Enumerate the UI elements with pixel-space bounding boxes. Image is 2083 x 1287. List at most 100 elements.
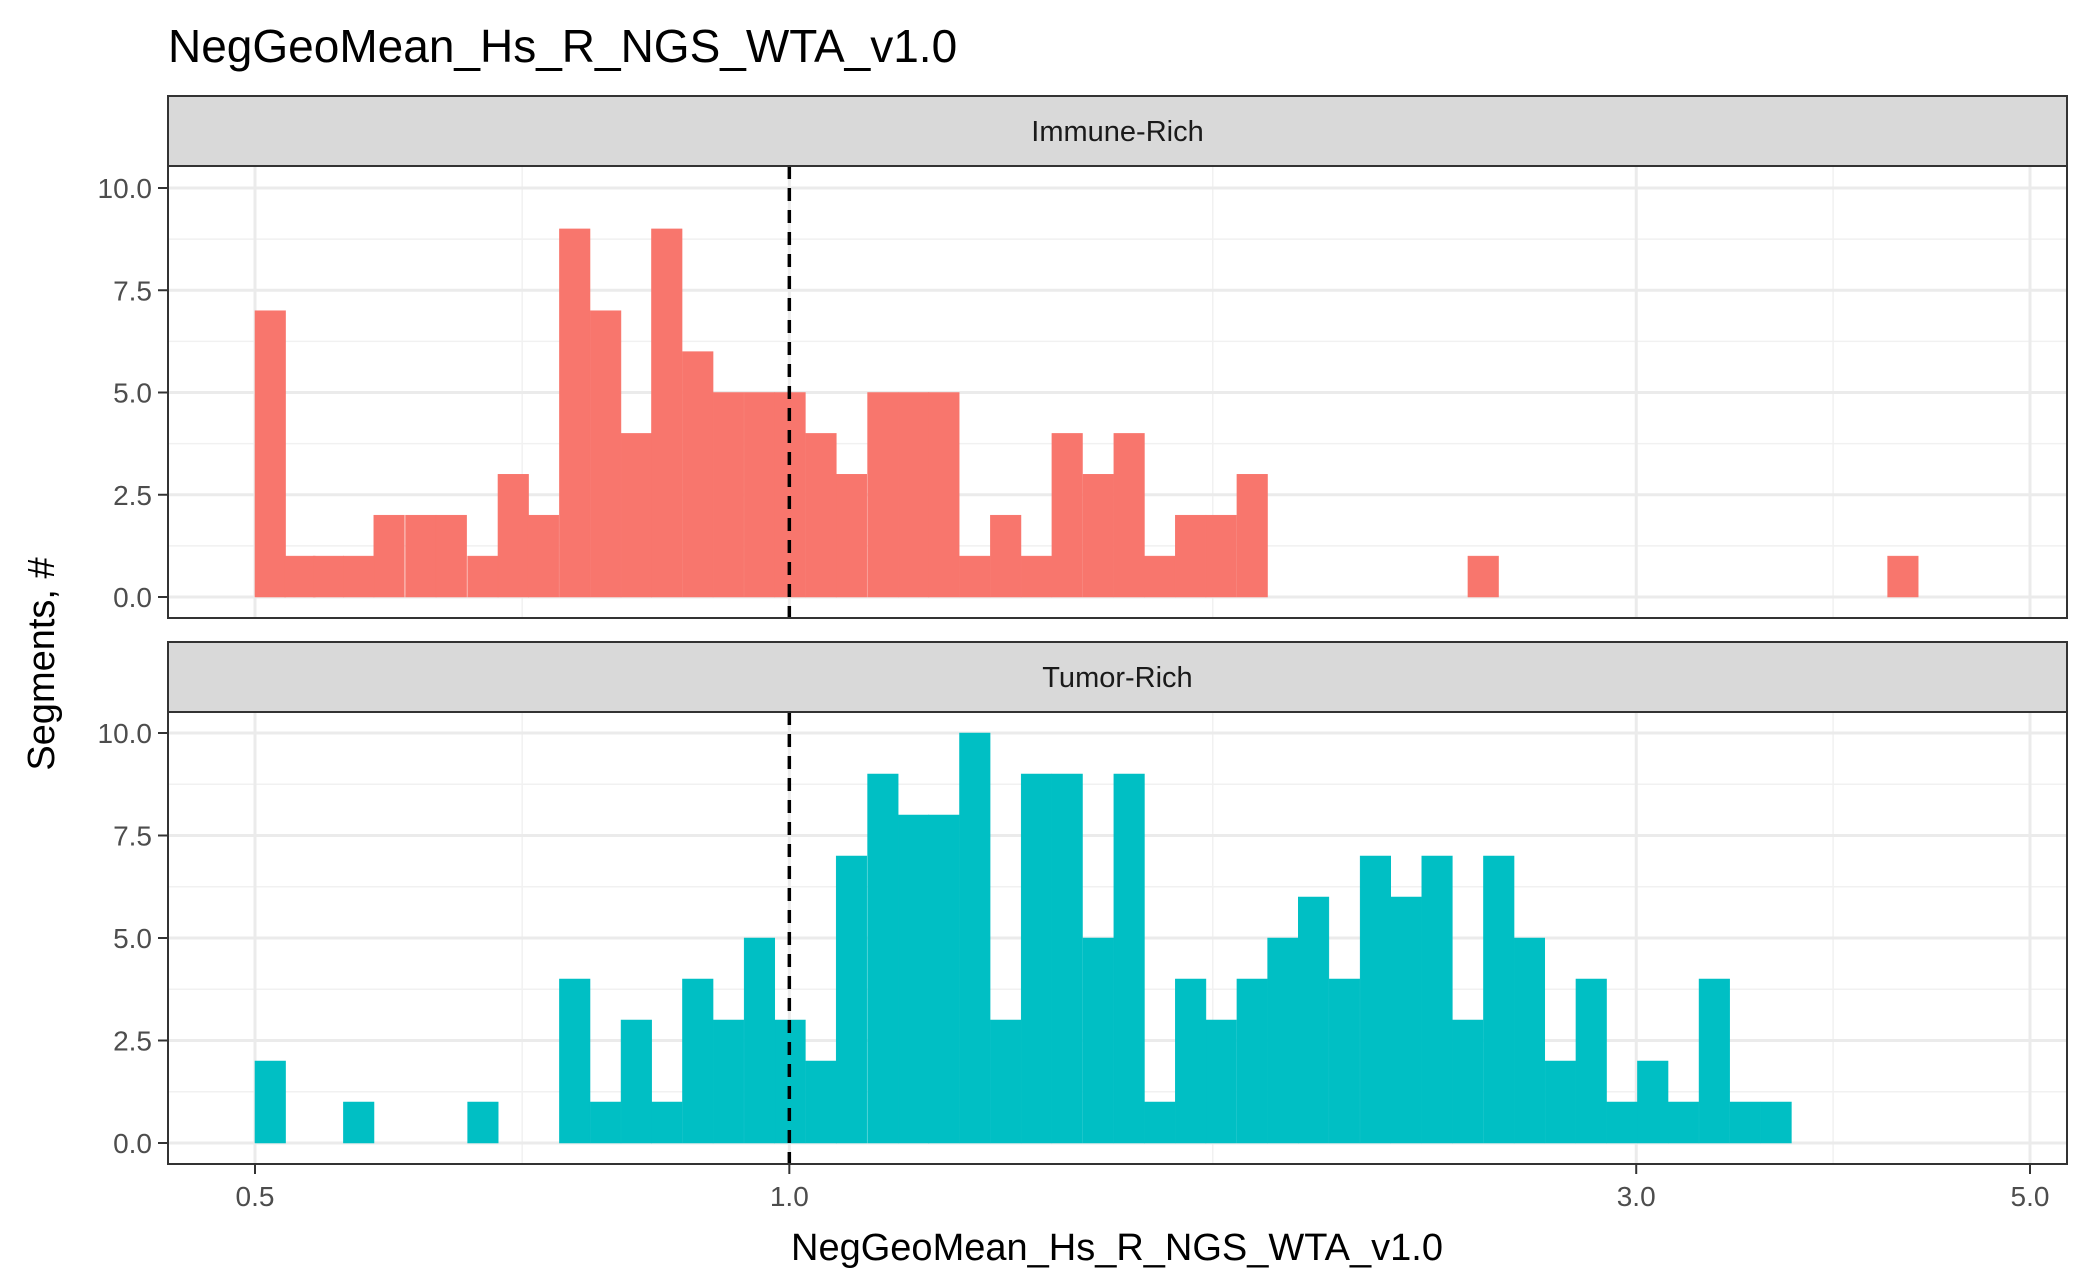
x-tick-label: 1.0 (770, 1181, 809, 1212)
histogram-bar (1637, 1060, 1669, 1144)
histogram-bar (527, 514, 560, 598)
histogram-bar (928, 392, 960, 598)
histogram-bar (1082, 937, 1114, 1144)
histogram-bar (1298, 896, 1330, 1144)
facet-panel-immune-rich: Immune-Rich 0.0 2.5 5.0 7.5 10.0 (98, 95, 2068, 619)
histogram-bar (1082, 474, 1114, 598)
chart-title: NegGeoMean_Hs_R_NGS_WTA_v1.0 (168, 20, 957, 72)
histogram-bar (1467, 555, 1499, 598)
histogram-bar (928, 814, 960, 1144)
histogram-bar (1020, 773, 1053, 1144)
histogram-bar (835, 855, 868, 1144)
histogram-bar (959, 555, 991, 598)
histogram-bar (284, 555, 316, 598)
histogram-bar (898, 392, 930, 598)
histogram-bar (343, 555, 375, 598)
histogram-bar (435, 514, 467, 598)
histogram-bar (1329, 978, 1361, 1144)
histogram-bar (1175, 978, 1207, 1144)
histogram-bar (1513, 937, 1546, 1144)
histogram-bar (373, 514, 405, 598)
histogram-bar (1205, 1019, 1237, 1144)
histogram-bar (805, 433, 837, 598)
facet-panel-tumor-rich: Tumor-Rich 0.0 2.5 5.0 7.5 10.0 (98, 641, 2068, 1165)
histogram-bar (1175, 514, 1207, 598)
facet-strip (167, 641, 2068, 713)
histogram-bar (990, 1019, 1022, 1144)
histogram-bar (1267, 937, 1299, 1144)
histogram-bar (312, 555, 345, 598)
histogram-bar (1760, 1101, 1792, 1144)
histogram-bar (1051, 433, 1083, 598)
histogram-bar (559, 978, 591, 1144)
histogram-bar (1113, 433, 1145, 598)
histogram-bar (1051, 773, 1083, 1144)
histogram-bar (682, 978, 714, 1144)
y-tick-label: 10.0 (98, 718, 153, 749)
histogram-bar (1236, 474, 1268, 598)
histogram-bar (590, 310, 622, 598)
x-axis-title: NegGeoMean_Hs_R_NGS_WTA_v1.0 (791, 1227, 1443, 1269)
histogram-bar (867, 773, 899, 1144)
histogram-bar (254, 1060, 286, 1144)
y-tick-label: 7.5 (113, 821, 152, 852)
histogram-bar (835, 474, 868, 598)
y-tick-label: 10.0 (98, 173, 153, 204)
facet-panels: Immune-Rich 0.0 2.5 5.0 7.5 10.0 Tumor-Rich 0.0… (98, 95, 2068, 1165)
histogram-bar (467, 1101, 499, 1144)
histogram-bar (805, 1060, 837, 1144)
histogram-bar (467, 555, 499, 598)
histogram-bar (712, 1019, 744, 1144)
y-tick-label: 5.0 (113, 923, 152, 954)
x-tick-label: 3.0 (1617, 1181, 1656, 1212)
histogram-bar (1205, 514, 1237, 598)
histogram-bar (343, 1101, 375, 1144)
y-axis: 0.0 2.5 5.0 7.5 10.0 (98, 173, 168, 613)
histogram-bar (405, 514, 437, 598)
histogram-bar (620, 433, 652, 598)
histogram-bar (867, 392, 899, 598)
histogram-bar (959, 732, 991, 1144)
y-axis: 0.0 2.5 5.0 7.5 10.0 (98, 718, 168, 1159)
x-tick-label: 0.5 (236, 1181, 275, 1212)
histogram-bar (1020, 555, 1053, 598)
histogram-bar (743, 937, 776, 1144)
histogram-bar (1144, 1101, 1176, 1144)
histogram-bar (590, 1101, 622, 1144)
y-tick-label: 2.5 (113, 480, 152, 511)
histogram-bar (1113, 773, 1145, 1144)
histogram-bar (1575, 978, 1607, 1144)
y-tick-label: 7.5 (113, 275, 152, 306)
histogram-bar (712, 392, 744, 598)
y-tick-label: 2.5 (113, 1026, 152, 1057)
histogram-bar (1698, 978, 1730, 1144)
y-tick-label: 0.0 (113, 582, 152, 613)
histogram-bar (1668, 1101, 1700, 1144)
histogram-bar (898, 814, 930, 1144)
histogram-bar (1483, 855, 1515, 1144)
histogram-bar (1452, 1019, 1484, 1144)
histogram-bar (1729, 1101, 1761, 1144)
histogram-bar (1887, 555, 1919, 598)
y-tick-label: 5.0 (113, 378, 152, 409)
histogram-bar (1421, 855, 1453, 1144)
y-axis-title: Segments, # (21, 557, 63, 770)
x-tick-label: 5.0 (2011, 1181, 2050, 1212)
histogram-bars (254, 228, 1919, 598)
histogram-bar (254, 310, 286, 598)
histogram-bar (774, 1019, 806, 1144)
x-axis: 0.5 1.0 3.0 5.0 (236, 1164, 2050, 1212)
facet-strip-label: Tumor-Rich (1042, 662, 1192, 694)
facet-strip (167, 95, 2068, 167)
histogram-bars (254, 732, 1792, 1144)
y-tick-label: 0.0 (113, 1128, 152, 1159)
histogram-bar (1144, 555, 1176, 598)
histogram-bar (1359, 855, 1392, 1144)
histogram-bar (1390, 896, 1422, 1144)
histogram-bar (620, 1019, 652, 1144)
histogram-bar (1236, 978, 1268, 1144)
histogram-bar (990, 514, 1022, 598)
facet-strip-label: Immune-Rich (1031, 116, 1203, 148)
